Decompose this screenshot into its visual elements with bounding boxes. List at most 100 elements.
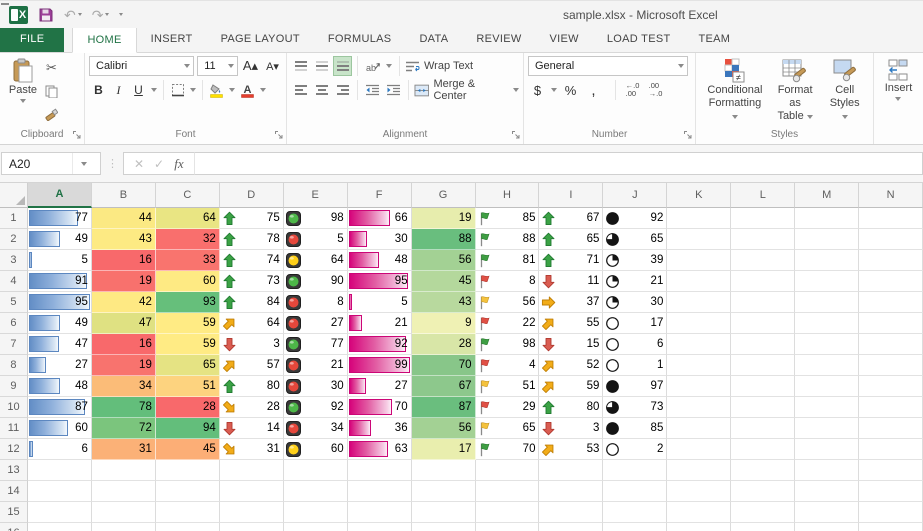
cell-F16[interactable] bbox=[348, 523, 412, 531]
row-header-1[interactable]: 1 bbox=[0, 208, 28, 229]
cell-I14[interactable] bbox=[539, 481, 604, 502]
cell-E8[interactable]: 21 bbox=[283, 355, 348, 376]
cancel-button[interactable]: ✕ bbox=[133, 156, 145, 171]
cell-D11[interactable]: 14 bbox=[219, 418, 284, 439]
cell-L14[interactable] bbox=[731, 481, 796, 502]
cell-L1[interactable] bbox=[731, 208, 796, 229]
cell-F10[interactable]: 70 bbox=[347, 397, 412, 418]
cell-N3[interactable] bbox=[859, 250, 923, 271]
cell-M8[interactable] bbox=[795, 355, 860, 376]
cell-C4[interactable]: 60 bbox=[155, 271, 220, 292]
increase-font-button[interactable]: A▴ bbox=[242, 58, 259, 73]
cell-C10[interactable]: 28 bbox=[155, 397, 220, 418]
cell-J6[interactable]: 17 bbox=[603, 313, 668, 334]
undo-caret-icon[interactable] bbox=[77, 13, 82, 16]
conditional-formatting-button[interactable]: ≠ Conditional Formatting bbox=[702, 56, 768, 127]
cell-F11[interactable]: 36 bbox=[347, 418, 412, 439]
column-header-E[interactable]: E bbox=[283, 183, 348, 208]
cell-I10[interactable]: 80 bbox=[539, 397, 604, 418]
row-header-13[interactable]: 13 bbox=[0, 460, 28, 481]
bottom-align-button[interactable] bbox=[333, 56, 352, 76]
cell-A4[interactable]: 91 bbox=[27, 271, 92, 292]
name-box-input[interactable] bbox=[2, 155, 72, 172]
font-size-combo[interactable]: 11 bbox=[197, 56, 238, 76]
accounting-format-button[interactable]: $ bbox=[533, 82, 542, 98]
cell-F1[interactable]: 66 bbox=[347, 208, 412, 229]
copy-button[interactable] bbox=[42, 81, 61, 101]
cell-M13[interactable] bbox=[795, 460, 860, 481]
cell-K1[interactable] bbox=[667, 208, 732, 229]
cell-N4[interactable] bbox=[859, 271, 923, 292]
cell-G9[interactable]: 67 bbox=[411, 376, 476, 397]
cell-D15[interactable] bbox=[219, 502, 284, 523]
cell-E5[interactable]: 8 bbox=[283, 292, 348, 313]
cell-I9[interactable]: 59 bbox=[539, 376, 604, 397]
cell-G14[interactable] bbox=[411, 481, 476, 502]
cell-I1[interactable]: 67 bbox=[539, 208, 604, 229]
decrease-indent-button[interactable] bbox=[363, 80, 382, 100]
cell-E15[interactable] bbox=[283, 502, 348, 523]
cell-E4[interactable]: 90 bbox=[283, 271, 348, 292]
cell-A1[interactable]: 77 bbox=[27, 208, 92, 229]
cell-D9[interactable]: 80 bbox=[219, 376, 284, 397]
cell-D2[interactable]: 78 bbox=[219, 229, 284, 250]
cell-C7[interactable]: 59 bbox=[155, 334, 220, 355]
cell-K14[interactable] bbox=[667, 481, 732, 502]
column-header-F[interactable]: F bbox=[347, 183, 412, 208]
cell-J5[interactable]: 30 bbox=[603, 292, 668, 313]
cell-L3[interactable] bbox=[731, 250, 796, 271]
column-header-K[interactable]: K bbox=[667, 183, 732, 208]
cell-C11[interactable]: 94 bbox=[155, 418, 220, 439]
number-format-combo[interactable]: General bbox=[528, 56, 688, 76]
cell-D7[interactable]: 3 bbox=[219, 334, 284, 355]
cell-I3[interactable]: 71 bbox=[539, 250, 604, 271]
cell-L15[interactable] bbox=[731, 502, 796, 523]
increase-indent-button[interactable] bbox=[384, 80, 403, 100]
row-header-16[interactable]: 16 bbox=[0, 523, 28, 531]
cell-D6[interactable]: 64 bbox=[219, 313, 284, 334]
comma-style-button[interactable]: , bbox=[591, 81, 596, 99]
cell-G1[interactable]: 19 bbox=[411, 208, 476, 229]
cell-D1[interactable]: 75 bbox=[219, 208, 284, 229]
cell-N5[interactable] bbox=[859, 292, 923, 313]
cell-E1[interactable]: 98 bbox=[283, 208, 348, 229]
cell-N12[interactable] bbox=[859, 439, 923, 460]
cut-button[interactable]: ✂ bbox=[46, 60, 57, 75]
cell-B9[interactable]: 34 bbox=[91, 376, 156, 397]
cell-C14[interactable] bbox=[155, 481, 220, 502]
increase-decimal-button[interactable]: ←.0.00 bbox=[623, 80, 642, 100]
cell-F3[interactable]: 48 bbox=[347, 250, 412, 271]
name-box[interactable] bbox=[1, 152, 101, 175]
cell-B5[interactable]: 42 bbox=[91, 292, 156, 313]
cell-C12[interactable]: 45 bbox=[155, 439, 220, 460]
column-header-C[interactable]: C bbox=[155, 183, 220, 208]
cell-H7[interactable]: 98 bbox=[475, 334, 540, 355]
cell-E10[interactable]: 92 bbox=[283, 397, 348, 418]
cell-N13[interactable] bbox=[859, 460, 923, 481]
select-all-corner[interactable] bbox=[0, 183, 28, 208]
cell-A16[interactable] bbox=[28, 523, 92, 531]
insert-cells-button[interactable]: Insert bbox=[881, 56, 917, 127]
column-header-D[interactable]: D bbox=[219, 183, 284, 208]
cell-C8[interactable]: 65 bbox=[155, 355, 220, 376]
cell-K13[interactable] bbox=[667, 460, 732, 481]
cell-J13[interactable] bbox=[603, 460, 668, 481]
font-name-combo[interactable]: Calibri bbox=[89, 56, 195, 76]
cell-L12[interactable] bbox=[731, 439, 796, 460]
tab-formulas[interactable]: FORMULAS bbox=[327, 33, 392, 45]
cell-A3[interactable]: 5 bbox=[27, 250, 92, 271]
row-header-2[interactable]: 2 bbox=[0, 229, 28, 250]
cell-C1[interactable]: 64 bbox=[155, 208, 220, 229]
cell-L2[interactable] bbox=[731, 229, 796, 250]
tab-load-test[interactable]: LOAD TEST bbox=[606, 33, 671, 45]
cell-D14[interactable] bbox=[219, 481, 284, 502]
column-header-J[interactable]: J bbox=[603, 183, 668, 208]
cell-E14[interactable] bbox=[283, 481, 348, 502]
cell-I12[interactable]: 53 bbox=[539, 439, 604, 460]
number-dialog-launcher[interactable] bbox=[682, 130, 693, 141]
cell-L16[interactable] bbox=[731, 523, 796, 531]
cell-N7[interactable] bbox=[859, 334, 923, 355]
cell-B8[interactable]: 19 bbox=[91, 355, 156, 376]
tab-file[interactable]: FILE bbox=[0, 27, 65, 52]
cell-M3[interactable] bbox=[795, 250, 860, 271]
